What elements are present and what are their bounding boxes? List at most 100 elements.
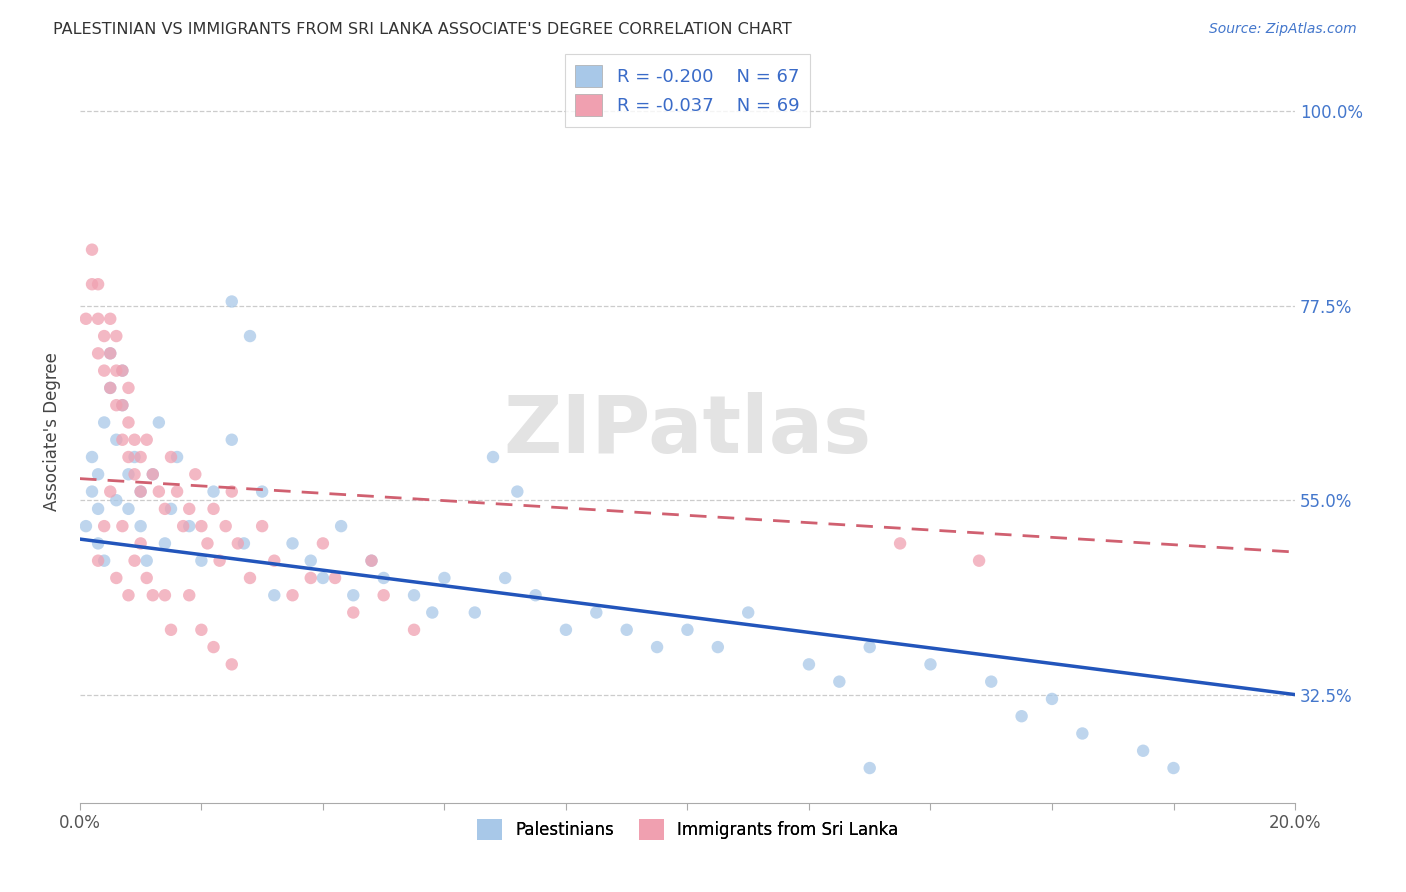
- Point: [105, 329, 128, 343]
- Point: [105, 493, 128, 508]
- Point: [153, 536, 176, 550]
- Point: [80, 450, 103, 464]
- Point: [281, 588, 304, 602]
- Point: [93, 329, 115, 343]
- Point: [153, 588, 176, 602]
- Point: [166, 484, 188, 499]
- Point: [93, 554, 115, 568]
- Y-axis label: Associate's Degree: Associate's Degree: [44, 351, 60, 510]
- Point: [312, 571, 335, 585]
- Point: [1071, 726, 1094, 740]
- Point: [142, 588, 165, 602]
- Legend: Palestinians, Immigrants from Sri Lanka: Palestinians, Immigrants from Sri Lanka: [470, 813, 905, 847]
- Point: [98, 381, 121, 395]
- Point: [464, 606, 486, 620]
- Point: [226, 536, 249, 550]
- Point: [87, 501, 110, 516]
- Point: [111, 363, 134, 377]
- Point: [239, 571, 262, 585]
- Point: [111, 363, 134, 377]
- Point: [250, 519, 273, 533]
- Point: [250, 484, 273, 499]
- Point: [124, 554, 146, 568]
- Point: [299, 554, 322, 568]
- Point: [166, 450, 188, 464]
- Point: [263, 554, 285, 568]
- Point: [360, 554, 382, 568]
- Point: [87, 554, 110, 568]
- Point: [80, 484, 103, 499]
- Point: [179, 501, 201, 516]
- Point: [524, 588, 547, 602]
- Point: [980, 674, 1002, 689]
- Point: [129, 484, 152, 499]
- Point: [105, 398, 128, 412]
- Point: [87, 277, 110, 292]
- Point: [482, 450, 505, 464]
- Point: [105, 433, 128, 447]
- Point: [312, 536, 335, 550]
- Point: [111, 519, 134, 533]
- Point: [111, 433, 134, 447]
- Point: [98, 346, 121, 360]
- Point: [221, 294, 243, 309]
- Point: [420, 606, 443, 620]
- Point: [1040, 692, 1063, 706]
- Point: [135, 433, 157, 447]
- Point: [117, 467, 139, 482]
- Point: [299, 571, 322, 585]
- Point: [859, 640, 882, 654]
- Point: [172, 519, 194, 533]
- Point: [124, 450, 146, 464]
- Point: [494, 571, 516, 585]
- Point: [117, 416, 139, 430]
- Point: [117, 381, 139, 395]
- Point: [117, 588, 139, 602]
- Point: [373, 588, 395, 602]
- Point: [129, 450, 152, 464]
- Point: [93, 519, 115, 533]
- Point: [75, 311, 97, 326]
- Point: [190, 623, 212, 637]
- Point: [124, 433, 146, 447]
- Point: [281, 536, 304, 550]
- Point: [117, 501, 139, 516]
- Point: [360, 554, 382, 568]
- Point: [197, 536, 219, 550]
- Point: [129, 484, 152, 499]
- Point: [148, 416, 170, 430]
- Point: [93, 363, 115, 377]
- Point: [105, 363, 128, 377]
- Point: [221, 657, 243, 672]
- Point: [153, 501, 176, 516]
- Point: [160, 623, 183, 637]
- Point: [135, 571, 157, 585]
- Point: [585, 606, 607, 620]
- Point: [93, 416, 115, 430]
- Point: [402, 588, 425, 602]
- Point: [797, 657, 820, 672]
- Point: [202, 501, 225, 516]
- Point: [98, 311, 121, 326]
- Point: [190, 519, 212, 533]
- Point: [967, 554, 990, 568]
- Point: [98, 346, 121, 360]
- Point: [202, 484, 225, 499]
- Point: [1163, 761, 1185, 775]
- Point: [87, 311, 110, 326]
- Point: [87, 536, 110, 550]
- Point: [616, 623, 638, 637]
- Point: [148, 484, 170, 499]
- Text: ZIPatlas: ZIPatlas: [503, 392, 872, 470]
- Point: [1132, 744, 1154, 758]
- Point: [402, 623, 425, 637]
- Point: [221, 433, 243, 447]
- Point: [828, 674, 851, 689]
- Point: [373, 571, 395, 585]
- Point: [135, 554, 157, 568]
- Point: [179, 519, 201, 533]
- Point: [215, 519, 238, 533]
- Point: [98, 381, 121, 395]
- Point: [98, 484, 121, 499]
- Point: [202, 640, 225, 654]
